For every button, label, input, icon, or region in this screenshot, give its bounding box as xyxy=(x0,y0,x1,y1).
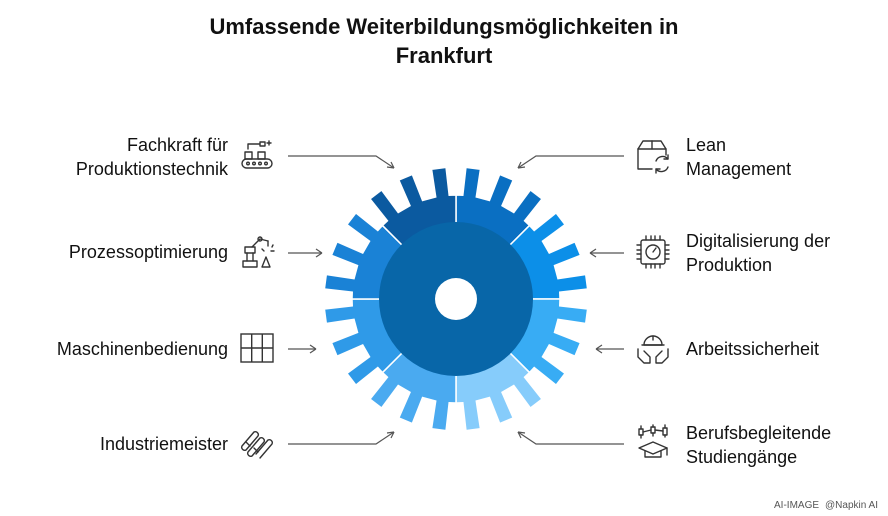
label-digitalisierung: Digitalisierung der Produktion xyxy=(686,229,876,277)
diagram-title: Umfassende Weiterbildungsmöglichkeiten i… xyxy=(0,12,888,70)
arrow-industriemeister xyxy=(288,431,395,445)
production-line-icon xyxy=(238,137,276,175)
label-fachkraft-line-2: Produktionstechnik xyxy=(75,159,228,179)
chain-links-icon xyxy=(238,424,276,462)
title-line-2: Frankfurt xyxy=(395,43,493,68)
robot-arm-icon xyxy=(238,233,276,271)
hands-helmet-icon xyxy=(634,329,672,367)
label-fachkraft: Fachkraft für Produktionstechnik xyxy=(20,133,228,181)
label-prozessoptimierung-text: Prozessoptimierung xyxy=(68,242,228,262)
label-digitalisierung-line-1: Digitalisierung der xyxy=(686,231,831,251)
label-berufsbegleitend-line-1: Berufsbegleitende xyxy=(686,423,832,443)
footer-credit: AI-IMAGE @Napkin AI xyxy=(774,500,878,511)
label-prozessoptimierung: Prozessoptimierung xyxy=(20,240,228,264)
label-lean-management: Lean Management xyxy=(686,133,876,181)
label-industriemeister: Industriemeister xyxy=(20,432,228,456)
label-industriemeister-text: Industriemeister xyxy=(99,434,228,454)
label-digitalisierung-line-2: Produktion xyxy=(686,255,773,275)
footer-tag: AI-IMAGE xyxy=(774,500,820,511)
label-arbeitssicherheit-text: Arbeitssicherheit xyxy=(686,339,820,359)
box-recycle-icon xyxy=(634,137,672,175)
arrow-digitalisierung xyxy=(589,248,624,258)
title-line-1: Umfassende Weiterbildungsmöglichkeiten i… xyxy=(209,14,679,39)
label-berufsbegleitend-line-2: Studiengänge xyxy=(686,447,798,467)
label-fachkraft-line-1: Fachkraft für xyxy=(126,135,228,155)
graduation-chart-icon xyxy=(634,424,672,462)
arrow-maschinenbedienung xyxy=(288,344,317,354)
label-berufsbegleitend: Berufsbegleitende Studiengänge xyxy=(686,421,876,469)
arrow-lean-management xyxy=(517,155,624,169)
label-maschinenbedienung: Maschinenbedienung xyxy=(20,337,228,361)
arrow-berufsbegleitend xyxy=(517,431,624,445)
grid-icon xyxy=(238,329,276,367)
label-arbeitssicherheit: Arbeitssicherheit xyxy=(686,337,876,361)
arrow-arbeitssicherheit xyxy=(595,344,624,354)
gear-diagram xyxy=(323,166,589,432)
arrow-prozessoptimierung xyxy=(288,248,323,258)
gear-hole xyxy=(435,278,477,320)
chip-gauge-icon xyxy=(634,233,672,271)
label-maschinenbedienung-text: Maschinenbedienung xyxy=(56,339,228,359)
label-lean-line-2: Management xyxy=(686,159,792,179)
footer-brand: @Napkin AI xyxy=(825,500,878,511)
arrow-fachkraft xyxy=(288,155,395,169)
label-lean-line-1: Lean xyxy=(686,135,727,155)
